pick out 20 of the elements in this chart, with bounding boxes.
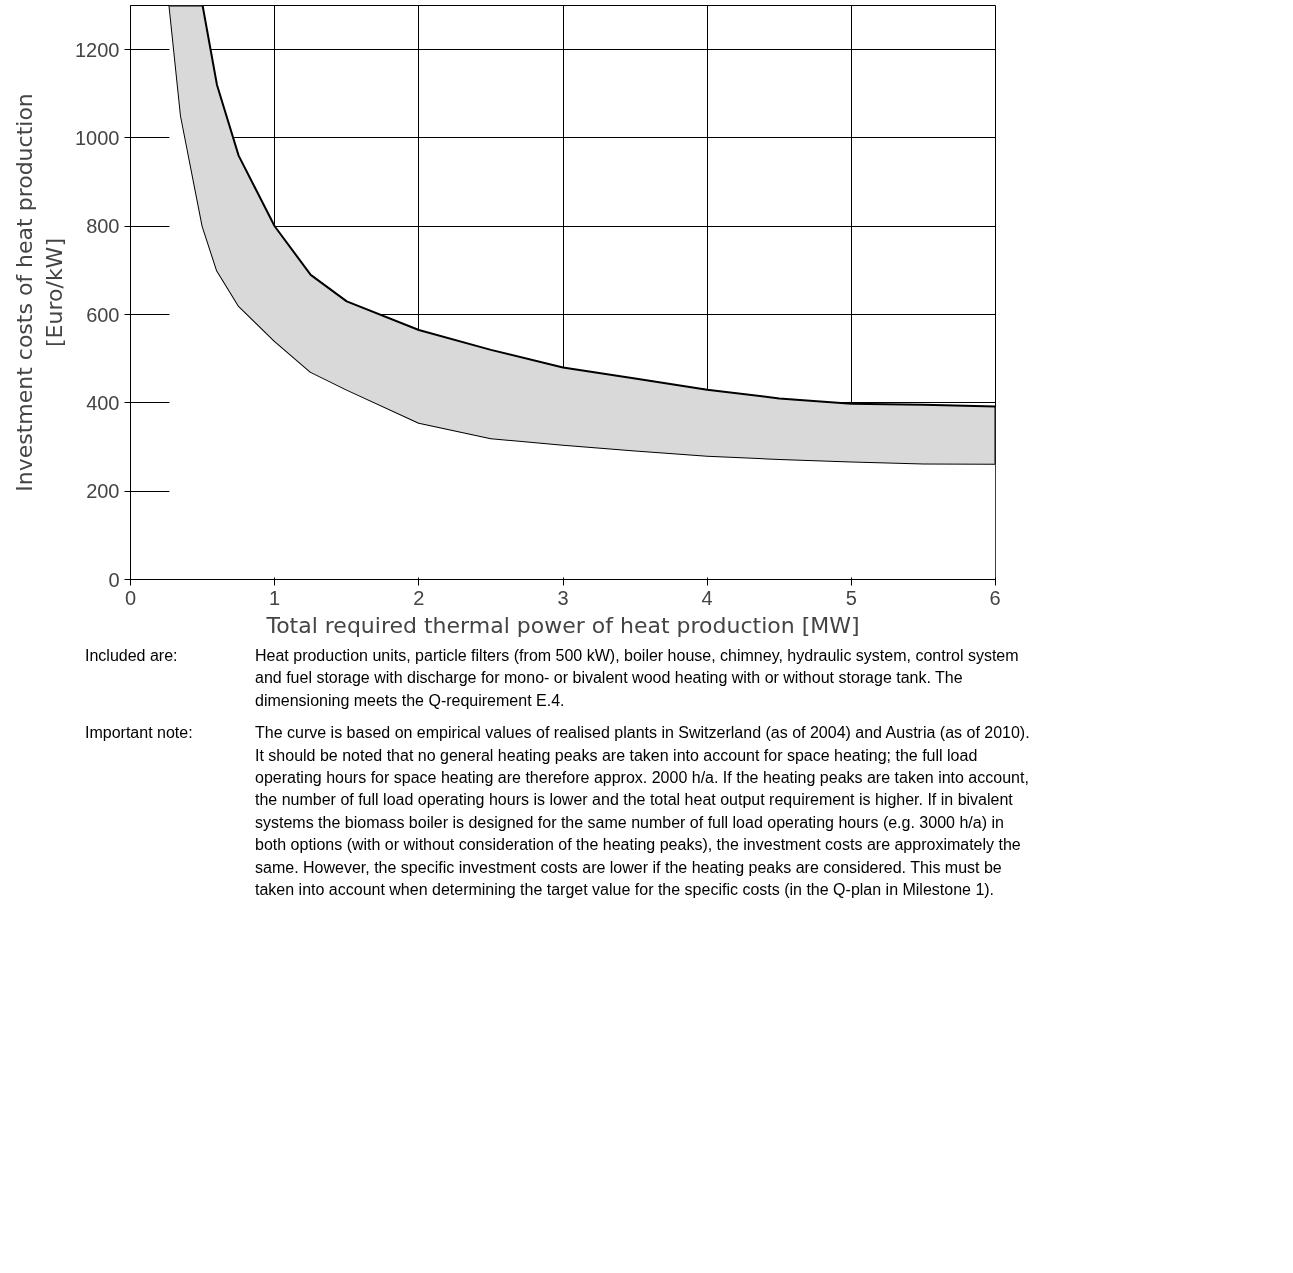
y-tick-label: 400: [86, 391, 120, 414]
text: Included are:: [85, 646, 178, 666]
x-tick-label: 6: [989, 586, 1001, 609]
y-axis-title: Investment costs of heat production [Euro/kW]: [12, 93, 68, 492]
x-tick-label: 1: [269, 586, 281, 609]
x-tick-label: 3: [557, 586, 569, 609]
x-axis-title: Total required thermal power of heat production [MW]: [265, 612, 860, 638]
y-tick-label: 800: [86, 215, 120, 238]
y-tick-label: 1200: [75, 38, 120, 61]
y-tick-label: 1000: [75, 126, 120, 149]
text: The curve is based on empirical values of realised plants in Switzerland (as of 2004) and Austria (as of 2010). It should be noted that no general heating peaks are taken into account for space heating; the full load operating hours for space heating are therefore approx. 2000 h/a. If the heating peaks are taken into account, the number of full load operating hours is lower and the total heat output requirement is higher. If in bivalent systems the biomass boiler is designed for the same number of full load operating hours (e.g. 3000 h/a) in both options (with or without consideration of the heating peaks), the investment costs are approximately the same. However, the specific investment costs are lower if the heating peaks are considered. This must be taken into account when determining the target value for the specific costs (in the Q-plan in Milestone 1).: [255, 723, 1031, 900]
x-tick-label: 2: [413, 586, 425, 609]
y-tick-label: 600: [86, 303, 120, 326]
text: Important note:: [85, 723, 193, 744]
y-tick-label: 0: [108, 568, 120, 591]
x-tick-label: 4: [701, 586, 713, 609]
x-tick-label: 0: [124, 586, 137, 609]
x-tick-label: 5: [845, 586, 857, 609]
y-tick-label: 200: [86, 480, 120, 503]
text: Heat production units, particle filters (from 500 kW), boiler house, chimney, hydraulic system, control system and fuel storage with discharge for mono- or bivalent wood heating with or without storage tank. The dimensioning meets the Q-requirement E.4.: [255, 646, 1020, 711]
